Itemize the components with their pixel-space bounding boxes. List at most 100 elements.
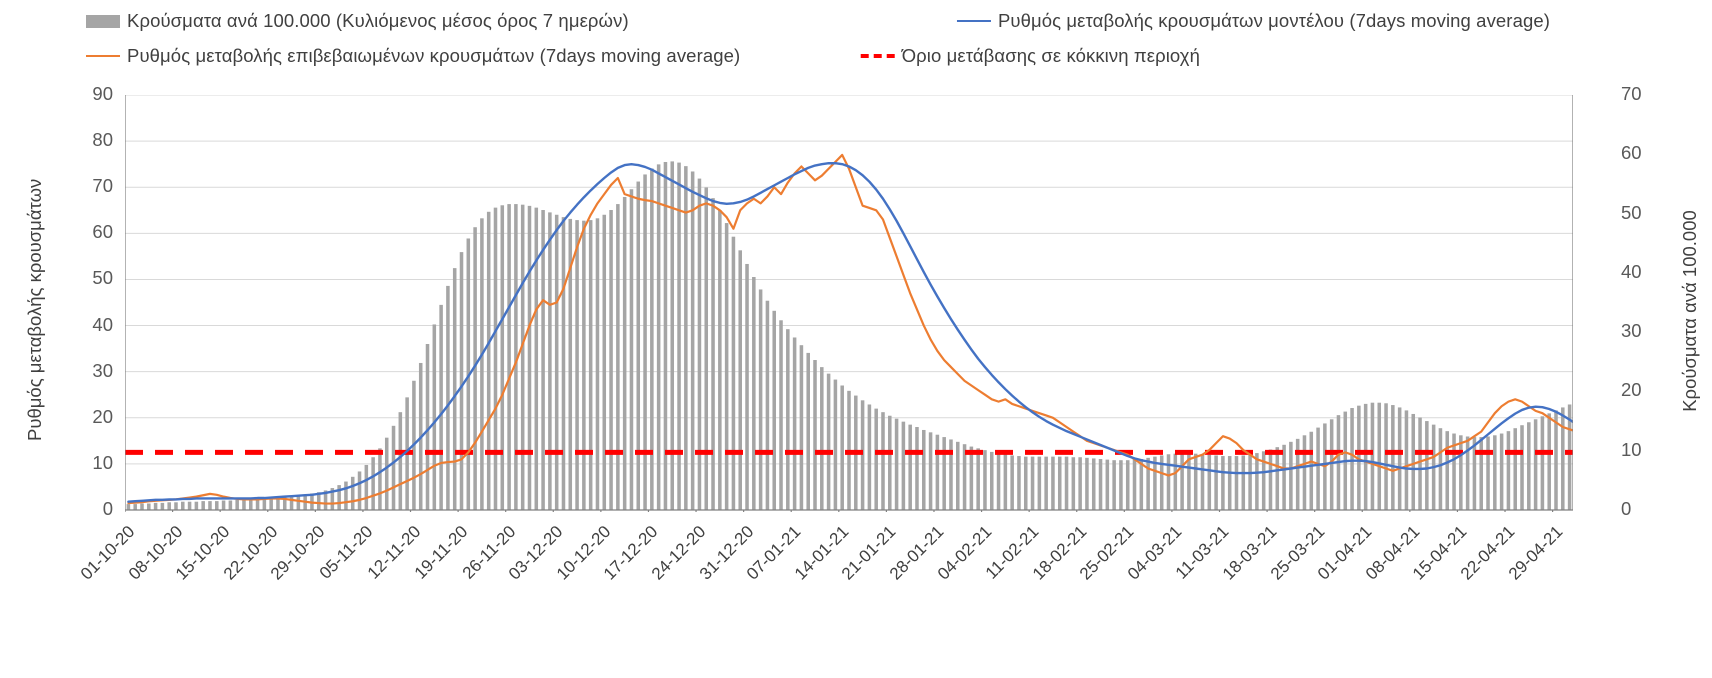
bar [799,345,804,510]
bar [1350,408,1354,510]
bar [1180,453,1184,510]
legend-item-threshold[interactable]: Όριο μετάβασης σε κόκκινη περιοχή [860,45,1200,67]
legend-item-bars[interactable]: Κρούσματα ανά 100.000 (Κυλιόμενος μέσος … [86,10,629,32]
orange-line-swatch-icon [86,55,120,57]
bar [1003,454,1008,510]
bar [643,174,647,510]
bar [1370,402,1375,510]
bar [1479,437,1483,510]
bar [894,418,899,510]
bar [507,204,511,510]
bar [1248,454,1252,510]
right-tick-50: 50 [1621,201,1642,223]
bar [1227,456,1232,510]
bar [1044,456,1048,510]
bar [792,337,797,510]
bar [323,490,328,510]
bar [296,495,301,510]
bar [1255,453,1259,510]
bar [690,171,695,510]
bar [1561,407,1565,510]
bar [772,310,776,510]
bar [1540,416,1545,510]
bar [786,329,790,510]
bar [1411,413,1416,510]
bar [670,161,675,510]
bar [1506,431,1511,510]
bar [1241,455,1246,510]
bar [813,360,817,510]
bar [235,499,239,510]
bar [1187,453,1191,510]
bar [378,448,382,510]
right-tick-20: 20 [1621,379,1642,401]
bar [989,451,994,510]
bar [731,236,736,510]
bar [1010,455,1014,510]
bar [140,503,144,510]
bar [459,252,464,510]
bar [1139,459,1144,510]
legend-label-orange-line: Ρυθμός μεταβολής επιβεβαιωμένων κρουσμάτ… [127,45,741,66]
bar [1520,425,1524,510]
bar [1418,417,1422,510]
bar [1486,436,1490,510]
bar [500,205,505,510]
legend-item-blue-line[interactable]: Ρυθμός μεταβολής κρουσμάτων μοντέλου (7d… [956,10,1550,32]
bar [1125,460,1130,510]
dashed-threshold-swatch-icon [860,54,895,58]
bar [1533,419,1538,510]
bar [337,485,341,510]
bar [1098,459,1103,510]
bar [262,498,267,510]
bar [1268,449,1273,510]
bar [1357,405,1361,510]
bar [371,457,375,510]
bar [1221,456,1225,510]
bar [201,501,205,510]
bar [1445,431,1450,510]
bar [609,210,613,510]
bar [1499,433,1504,510]
left-axis-title: Ρυθμός μεταβολής κρουσμάτων [24,178,45,441]
bar [1112,460,1116,510]
bar [1051,456,1055,510]
left-tick-10: 10 [92,451,113,473]
bar [745,263,749,510]
bar [1132,459,1137,510]
bar [289,496,294,510]
bar [126,504,131,510]
bar [1377,402,1382,510]
bar [1289,441,1293,510]
bar [1275,447,1280,510]
bar [874,408,878,510]
legend-item-orange-line[interactable]: Ρυθμός μεταβολής επιβεβαιωμένων κρουσμάτ… [86,45,740,67]
bar [1085,457,1089,510]
bar [248,499,253,510]
right-tick-40: 40 [1621,260,1642,282]
bar [561,217,566,510]
bar [1329,419,1334,510]
bar [901,421,906,510]
bar [1547,413,1551,510]
bar [956,441,960,510]
legend-label-blue-line: Ρυθμός μεταβολής κρουσμάτων μοντέλου (7d… [997,10,1550,31]
bar [194,501,199,510]
left-tick-70: 70 [92,175,113,197]
bar [915,427,919,510]
left-tick-80: 80 [92,129,113,151]
bar [1527,422,1531,510]
bar [215,501,219,510]
right-tick-30: 30 [1621,320,1642,342]
bar [1166,454,1171,510]
bar [860,400,865,510]
bar [752,277,756,510]
bar [548,212,552,510]
right-tick-70: 70 [1621,83,1642,104]
bar [826,373,831,510]
bar [568,218,573,510]
bar [656,164,661,510]
bar [949,439,953,510]
bar [1425,421,1429,510]
chart-plot-area [125,95,1573,512]
